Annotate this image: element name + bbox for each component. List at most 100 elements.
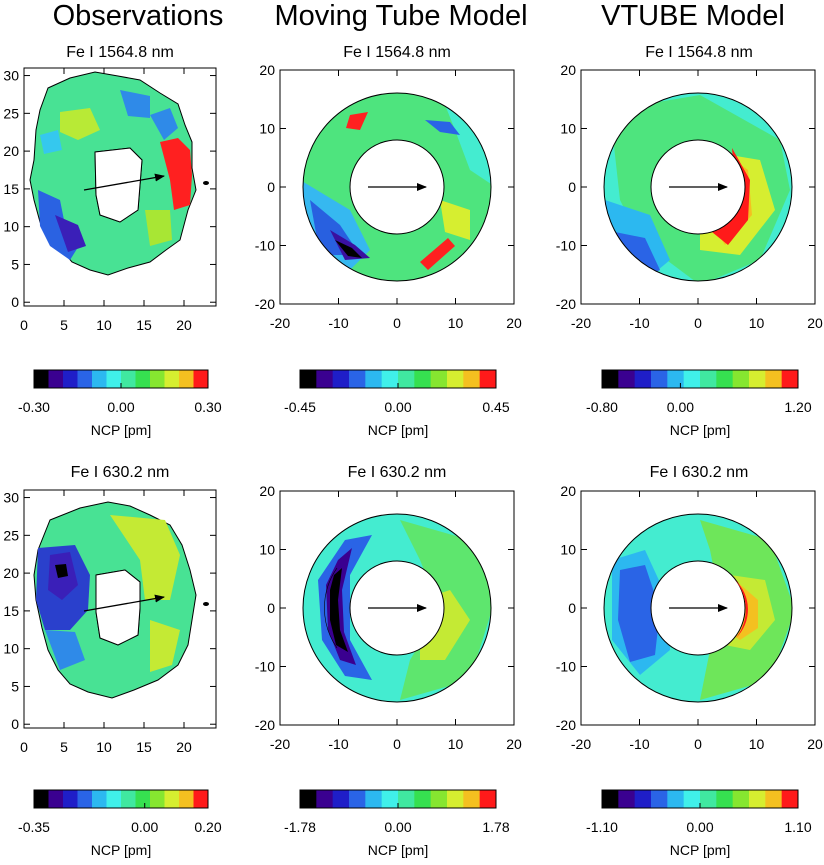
vt-1564-ytick-label-3: 10 (560, 121, 576, 137)
vt-630-xtick-label-3: 10 (749, 736, 765, 752)
vt-1564-colorbar-swatch-0 (602, 370, 619, 388)
mt-1564-colorbar-swatch-9 (447, 370, 464, 388)
mt-630-colorbar-swatch-7 (414, 790, 432, 808)
obs-630-xtick-label-2: 10 (96, 739, 112, 755)
obs-1564-frame (23, 67, 217, 307)
mt-1564-colorbar-swatch-5 (381, 370, 399, 388)
vt-630-ytick-label-4: 20 (560, 483, 576, 499)
obs-1564-colorbar-tick-label-0: -0.30 (18, 399, 50, 415)
column-title-vtube: VTUBE Model (601, 0, 785, 32)
obs-1564-colorbar-tick-label-2: 0.30 (194, 399, 221, 415)
obs-630-colorbar-swatch-4 (92, 790, 107, 808)
obs-1564-arrow (83, 173, 165, 191)
vt-1564-colorbar-swatch-3 (651, 370, 668, 388)
obs-630-colorbar-swatch-8 (150, 790, 165, 808)
obs-1564-ytick-label-2: 10 (3, 219, 19, 235)
vt-630-colorbar-tick-label-1: 0.00 (686, 819, 713, 835)
mt-630-colorbar-swatch-11 (479, 790, 497, 808)
obs-630-colorbar-swatch-5 (106, 790, 122, 808)
mt-630-colorbar-swatch-6 (398, 790, 415, 808)
mt-1564-ytick-label-2: 0 (267, 179, 275, 195)
obs-630-ytick-label-5: 25 (3, 527, 19, 543)
mt-630-colorbar-swatch-5 (381, 790, 399, 808)
vt-1564-ytick-label-0: -20 (556, 296, 576, 312)
mt-1564-colorbar-swatch-2 (332, 370, 350, 388)
vt-1564-colorbar-swatch-7 (716, 370, 734, 388)
obs-1564-ytick-label-5: 25 (3, 105, 19, 121)
vt-630-colorbar-swatch-4 (667, 790, 685, 808)
mt-1564-colorbar-tick-label-2: 0.45 (482, 399, 509, 415)
mt-1564-ytick-label-3: 10 (259, 121, 275, 137)
obs-630-colorbar-swatch-0 (34, 790, 49, 808)
mt-630-colorbar-swatch-10 (463, 790, 481, 808)
mt-1564-colorbar-tick-label-1: 0.00 (384, 399, 411, 415)
obs-1564-ytick-label-4: 20 (3, 143, 19, 159)
obs-630-colorbar-tick-label-2: 0.20 (194, 819, 221, 835)
mt-1564-xtick-label-3: 10 (448, 315, 464, 331)
column-title-moving-tube: Moving Tube Model (274, 0, 528, 32)
obs-1564-ytick-label-0: 0 (11, 294, 19, 310)
vt-630-colorbar-swatch-10 (765, 790, 783, 808)
panel-title-obs-1564: Fe I 1564.8 nm (66, 44, 174, 61)
vt-630-colorbar-swatch-11 (781, 790, 799, 808)
obs-630-colorbar-swatch-2 (63, 790, 78, 808)
obs-630-ytick-label-2: 10 (3, 641, 19, 657)
obs-1564-xtick-label-1: 5 (60, 317, 68, 333)
obs-630-colorbar-label: NCP [pm] (91, 842, 151, 858)
vt-630-colorbar-label: NCP [pm] (670, 842, 730, 858)
mt-630-xtick-label-3: 10 (448, 736, 464, 752)
obs-630-colorbar-tick-label-0: -0.35 (18, 819, 50, 835)
mt-630-colorbar-swatch-9 (447, 790, 464, 808)
vt-630-colorbar-tick-label-2: 1.10 (784, 819, 811, 835)
mt-630-xtick-label-1: -10 (328, 736, 348, 752)
obs-1564-ytick-label-6: 30 (3, 68, 19, 84)
obs-630-xtick-label-0: 0 (20, 739, 28, 755)
vt-630-colorbar-swatch-6 (700, 790, 717, 808)
obs-1564-colorbar-label: NCP [pm] (91, 422, 151, 438)
vt-630-xtick-label-0: -20 (571, 736, 591, 752)
obs-630-colorbar-swatch-3 (77, 790, 93, 808)
vt-630-colorbar-swatch-5 (683, 790, 701, 808)
mt-1564-colorbar-swatch-6 (398, 370, 415, 388)
obs-630-frame (23, 489, 217, 729)
vt-1564-colorbar-swatch-1 (618, 370, 636, 388)
vt-630-colorbar-swatch-2 (634, 790, 652, 808)
vt-1564-xtick-label-2: 0 (694, 315, 702, 331)
obs-630-ytick-label-3: 15 (3, 603, 19, 619)
mt-630-colorbar-tick-label-2: 1.78 (482, 819, 509, 835)
mt-630-colorbar-swatch-3 (349, 790, 366, 808)
obs-630-ytick-label-1: 5 (11, 678, 19, 694)
obs-630-xtick-label-1: 5 (60, 739, 68, 755)
vt-630-colorbar-swatch-0 (602, 790, 619, 808)
mt-630-ytick-label-1: -10 (255, 659, 275, 675)
vt-1564-ytick-label-2: 0 (568, 179, 576, 195)
obs-1564-colorbar-swatch-6 (121, 370, 136, 388)
vt-1564-colorbar-label: NCP [pm] (670, 422, 730, 438)
obs-630-colorbar-tick-label-1: 0.00 (131, 819, 158, 835)
obs-1564-xtick-label-0: 0 (20, 317, 28, 333)
vt-1564-xtick-label-1: -10 (629, 315, 649, 331)
obs-630-arrow (83, 594, 165, 612)
obs-1564-colorbar-swatch-10 (179, 370, 194, 388)
mt-1564-colorbar-label: NCP [pm] (368, 422, 428, 438)
vt-630-xtick-label-4: 20 (807, 736, 823, 752)
mt-630-colorbar-swatch-1 (316, 790, 334, 808)
obs-1564-colorbar-swatch-2 (63, 370, 78, 388)
vt-630-colorbar-swatch-3 (651, 790, 668, 808)
obs-1564-colorbar-swatch-5 (106, 370, 122, 388)
vt-1564-colorbar-swatch-6 (700, 370, 717, 388)
vt-1564-colorbar-swatch-5 (683, 370, 701, 388)
mt-1564-colorbar-swatch-3 (349, 370, 366, 388)
mt-630-xtick-label-0: -20 (270, 736, 290, 752)
mt-630-colorbar-tick-label-0: -1.78 (284, 819, 316, 835)
vt-1564-colorbar-swatch-2 (634, 370, 652, 388)
obs-1564-xtick-label-3: 15 (136, 317, 152, 333)
mt-1564-colorbar-swatch-11 (479, 370, 497, 388)
mt-1564-colorbar-swatch-0 (300, 370, 317, 388)
mt-630-colorbar-swatch-0 (300, 790, 317, 808)
vt-630-red-crescent (735, 580, 748, 638)
panel-title-mt-1564: Fe I 1564.8 nm (343, 44, 451, 61)
obs-630-xtick-label-3: 15 (136, 739, 152, 755)
mt-630-colorbar-swatch-4 (365, 790, 383, 808)
vt-630-xtick-label-2: 0 (694, 736, 702, 752)
